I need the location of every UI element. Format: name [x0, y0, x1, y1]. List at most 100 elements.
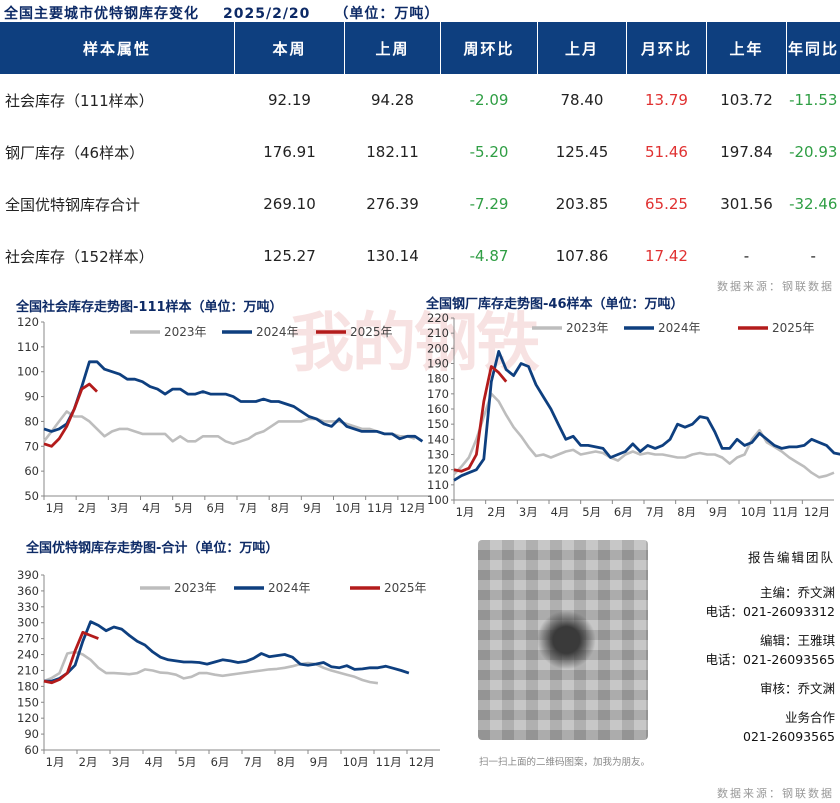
cell-wow: -2.09 [469, 91, 509, 109]
cell-last-year: 197.84 [720, 143, 773, 161]
series-line-2023年 [43, 650, 379, 685]
cell-yoy: - [810, 247, 816, 265]
qr-code-image[interactable] [478, 540, 648, 740]
cell-mom: 51.46 [645, 143, 688, 161]
series-line-2025年 [43, 630, 99, 685]
cell-last-year: 103.72 [720, 91, 773, 109]
cell-yoy: -11.53 [789, 91, 838, 109]
legend-label: 2024年 [658, 321, 701, 335]
col-header: 月环比 [626, 22, 707, 74]
x-tick-label: 12月 [399, 501, 425, 515]
x-tick-label: 6月 [211, 755, 230, 769]
x-tick-label: 5月 [178, 755, 197, 769]
y-tick-label: 120 [427, 463, 449, 477]
x-tick-label: 6月 [614, 505, 633, 519]
cell-mom: 65.25 [645, 195, 688, 213]
col-header: 年同比 [786, 22, 840, 74]
legend-label: 2024年 [268, 581, 311, 595]
y-tick-label: 100 [17, 365, 39, 379]
cell-last-year: 301.56 [720, 195, 773, 213]
y-tick-label: 160 [427, 402, 449, 416]
x-tick-label: 2月 [79, 755, 98, 769]
cell-last-week: 94.28 [371, 91, 414, 109]
table-header-row: 样本属性 本周 上周 周环比 上月 月环比 上年 年同比 [0, 22, 840, 74]
chart3-title: 全国优特钢库存走势图-合计（单位：万吨） [26, 541, 279, 556]
y-tick-label: 200 [427, 341, 449, 355]
cell-mom: 17.42 [645, 247, 688, 265]
y-tick-label: 390 [17, 568, 39, 582]
x-tick-label: 3月 [112, 755, 131, 769]
legend-label: 2025年 [384, 581, 427, 595]
y-tick-label: 180 [427, 372, 449, 386]
x-tick-label: 10月 [343, 755, 369, 769]
legend-label: 2023年 [164, 325, 207, 339]
cell-last-month: 203.85 [555, 195, 609, 213]
business-phone: 021-26093565 [743, 729, 835, 744]
y-tick-label: 140 [427, 432, 449, 446]
x-tick-label: 1月 [456, 505, 475, 519]
table-row: 钢厂库存（46样本） 176.91 182.11 -5.20 125.45 51… [0, 126, 840, 178]
x-tick-label: 1月 [46, 501, 65, 515]
y-tick-label: 270 [17, 632, 39, 646]
x-tick-label: 7月 [239, 501, 258, 515]
y-tick-label: 150 [17, 695, 39, 709]
y-tick-label: 190 [427, 357, 449, 371]
reviewer: 审核：乔文渊 [759, 681, 835, 696]
legend-label: 2024年 [256, 325, 299, 339]
y-tick-label: 70 [24, 439, 39, 453]
y-tick-label: 360 [17, 584, 39, 598]
cell-this-week: 125.27 [263, 247, 316, 265]
business-contact: 业务合作 [784, 710, 835, 725]
cell-last-year: - [743, 247, 750, 265]
editor-phone: 电话：021-26093565 [705, 652, 836, 667]
x-tick-label: 4月 [142, 501, 161, 515]
y-tick-label: 180 [17, 679, 39, 693]
x-tick-label: 2月 [487, 505, 506, 519]
x-tick-label: 12月 [804, 505, 830, 519]
x-tick-label: 9月 [303, 501, 322, 515]
y-tick-label: 240 [17, 648, 39, 662]
cell-this-week: 176.91 [263, 143, 316, 161]
y-tick-label: 100 [427, 493, 449, 507]
x-tick-label: 10月 [741, 505, 767, 519]
legend-label: 2025年 [350, 325, 393, 339]
x-tick-label: 3月 [519, 505, 538, 519]
series-line-2024年 [43, 360, 424, 443]
x-tick-label: 10月 [335, 501, 361, 515]
x-tick-label: 12月 [409, 755, 435, 769]
row-name: 社会库存（111样本） [5, 91, 154, 110]
col-header: 上周 [344, 22, 441, 74]
cell-last-week: 130.14 [366, 247, 419, 265]
y-tick-label: 110 [427, 478, 449, 492]
editor: 编辑：王雅琪 [759, 633, 835, 648]
y-tick-label: 90 [24, 390, 39, 404]
row-name: 社会库存（152样本） [5, 247, 154, 266]
watermark-logo: 我的钢铁 [290, 307, 540, 381]
inventory-table: 样本属性 本周 上周 周环比 上月 月环比 上年 年同比 社会库存（111样本）… [0, 22, 840, 282]
x-tick-label: 4月 [551, 505, 570, 519]
x-tick-label: 4月 [145, 755, 164, 769]
y-tick-label: 120 [17, 711, 39, 725]
y-tick-label: 50 [24, 489, 39, 503]
col-header: 本周 [234, 22, 345, 74]
y-tick-label: 60 [24, 464, 39, 478]
cell-wow: -7.29 [469, 195, 509, 213]
y-tick-label: 220 [427, 311, 449, 325]
y-tick-label: 110 [17, 340, 39, 354]
cell-yoy: -20.93 [789, 143, 838, 161]
cell-last-week: 276.39 [366, 195, 419, 213]
chief-editor-phone: 电话：021-26093312 [705, 604, 836, 619]
editorial-team: 报告编辑团队 主编：乔文渊 电话：021-26093312 编辑：王雅琪 电话：… [706, 548, 836, 746]
y-tick-label: 210 [17, 663, 39, 677]
x-tick-label: 5月 [174, 501, 193, 515]
legend-label: 2023年 [566, 321, 609, 335]
x-tick-label: 3月 [110, 501, 129, 515]
x-tick-label: 11月 [376, 755, 402, 769]
cell-last-month: 78.40 [560, 91, 604, 109]
x-tick-label: 7月 [646, 505, 665, 519]
legend-label: 2025年 [772, 321, 815, 335]
series-line-2025年 [43, 382, 98, 448]
x-tick-label: 8月 [277, 755, 296, 769]
x-tick-label: 11月 [367, 501, 393, 515]
y-tick-label: 90 [24, 727, 39, 741]
